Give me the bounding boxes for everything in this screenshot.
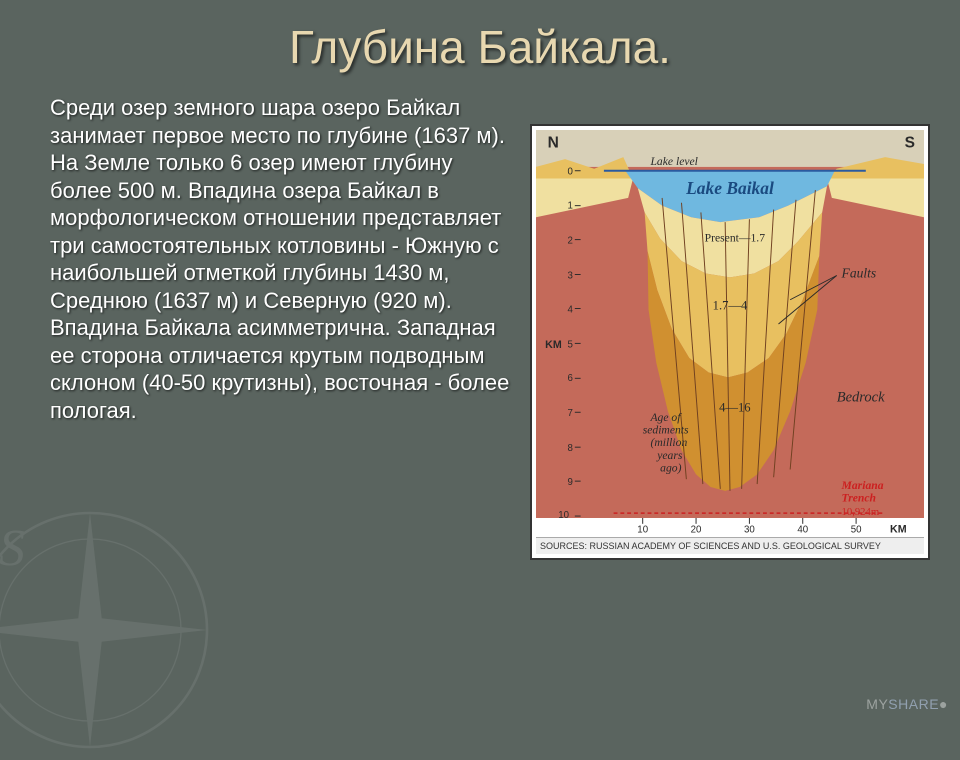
- layer-present: Present—1.7: [705, 232, 766, 245]
- watermark-dot: ●: [939, 696, 948, 712]
- layer-old: 4—16: [719, 400, 750, 414]
- y-axis-label: KM: [545, 339, 562, 351]
- svg-text:9: 9: [567, 477, 572, 488]
- svg-text:1: 1: [567, 201, 572, 212]
- svg-text:30: 30: [744, 525, 755, 536]
- svg-text:3: 3: [567, 270, 572, 281]
- svg-text:S: S: [0, 520, 25, 577]
- baikal-cross-section-diagram: N S Lake level Lake Baikal Present—1.7 1…: [530, 124, 930, 560]
- bedrock-label: Bedrock: [837, 390, 885, 406]
- watermark-suffix: SHARE: [888, 696, 939, 712]
- svg-text:7: 7: [567, 408, 572, 419]
- north-label: N: [548, 134, 559, 151]
- svg-text:8: 8: [567, 443, 572, 454]
- svg-text:10: 10: [558, 510, 569, 521]
- svg-text:0: 0: [567, 167, 573, 178]
- faults-label: Faults: [841, 265, 877, 280]
- slide: S Глубина Байкала. Среди озер земного ша…: [0, 0, 960, 720]
- svg-text:2: 2: [567, 235, 572, 246]
- svg-text:5: 5: [567, 339, 572, 350]
- cross-section-svg: N S Lake level Lake Baikal Present—1.7 1…: [536, 130, 924, 537]
- lake-label: Lake Baikal: [685, 178, 774, 198]
- svg-text:20: 20: [691, 525, 702, 536]
- svg-text:6: 6: [567, 373, 572, 384]
- x-axis-label: KM: [890, 524, 907, 536]
- svg-text:40: 40: [797, 525, 808, 536]
- svg-text:4: 4: [567, 304, 573, 315]
- diagram-source: SOURCES: RUSSIAN ACADEMY OF SCIENCES AND…: [536, 537, 924, 554]
- svg-text:50: 50: [851, 525, 862, 536]
- svg-text:10: 10: [637, 525, 648, 536]
- page-title: Глубина Байкала.: [30, 20, 930, 74]
- south-label: S: [905, 134, 915, 151]
- body-text: Среди озер земного шара озеро Байкал зан…: [30, 94, 510, 424]
- content-row: Среди озер земного шара озеро Байкал зан…: [30, 94, 930, 560]
- lake-level-label: Lake level: [649, 155, 697, 168]
- watermark-prefix: MY: [866, 696, 888, 712]
- watermark: MYSHARE●: [866, 696, 948, 712]
- layer-mid: 1.7—4: [713, 298, 748, 312]
